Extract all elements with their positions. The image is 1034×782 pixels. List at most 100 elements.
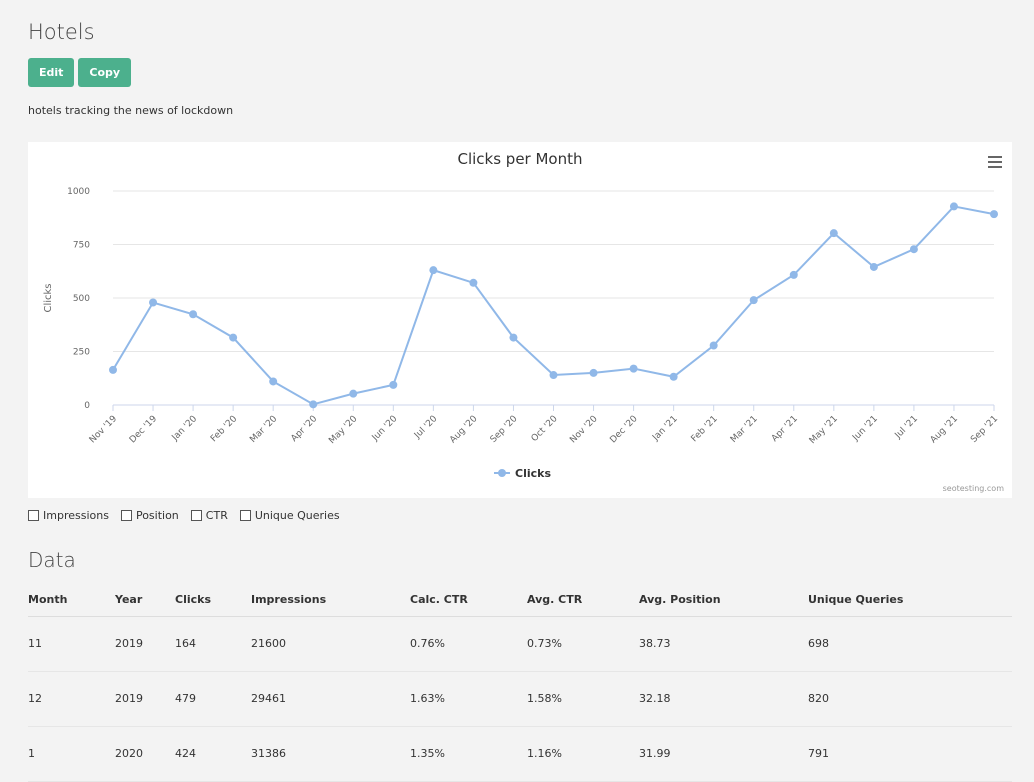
table-cell: 2020	[115, 726, 175, 782]
clicks-chart: Clicks per Month 0 250 500 750 1000 Clicks Nov …	[28, 142, 1012, 498]
data-point	[549, 371, 558, 380]
data-point	[149, 298, 158, 307]
table-cell: 1.16%	[527, 726, 639, 782]
x-tick-label: Dec '19	[128, 414, 159, 445]
project-description: hotels tracking the news of lockdown	[28, 104, 234, 117]
table-header-row: Month Year Clicks Impressions Calc. CTR Avg. …	[28, 584, 1012, 617]
checkbox[interactable]	[28, 510, 39, 521]
toggle-label: Impressions	[43, 509, 109, 522]
x-tick-label: Apr '21	[770, 414, 800, 444]
toggle-unique-queries[interactable]: Unique Queries	[239, 509, 340, 522]
x-tick-label: Mar '21	[729, 414, 760, 445]
table-cell: 1.35%	[410, 726, 527, 782]
table-cell: 791	[808, 726, 1012, 782]
table-row: 11 2019 164 21600 0.76% 0.73% 38.73 698	[28, 616, 1012, 672]
data-point	[789, 270, 798, 279]
checkbox[interactable]	[239, 510, 251, 521]
x-tick-label: Jan '20	[170, 414, 200, 444]
data-point	[990, 210, 998, 219]
checkbox[interactable]	[120, 510, 132, 521]
x-tick-label: Jul '21	[893, 414, 920, 441]
data-point	[269, 377, 278, 386]
data-point	[629, 364, 638, 373]
data-point	[349, 389, 358, 398]
data-point	[469, 278, 478, 287]
edit-button[interactable]: Edit	[28, 58, 75, 87]
column-header[interactable]: Calc. CTR	[410, 584, 527, 617]
data-point	[749, 296, 758, 305]
copy-button[interactable]: Copy	[78, 58, 132, 87]
data-table: Month Year Clicks Impressions Calc. CTR Avg. …	[28, 584, 1012, 782]
chart-title: Clicks per Month	[457, 150, 582, 168]
table-cell: 38.73	[639, 616, 808, 672]
action-buttons: Edit Copy	[28, 58, 132, 87]
table-cell: 12	[28, 671, 115, 727]
hamburger-menu-icon[interactable]	[988, 156, 1002, 168]
x-tick-label: Feb '20	[209, 414, 239, 444]
table-cell: 1.63%	[410, 671, 527, 727]
chart-svg: Clicks per Month 0 250 500 750 1000 Clicks Nov …	[43, 150, 1000, 480]
table-cell: 0.76%	[410, 616, 527, 672]
y-tick-label: 750	[73, 241, 90, 251]
y-tick-label: 1000	[67, 187, 90, 197]
column-header[interactable]: Month	[28, 584, 115, 617]
chart-credit[interactable]: seotesting.com	[942, 484, 1004, 493]
x-tick-label: Sep '21	[969, 414, 1000, 445]
x-tick-label: Dec '20	[608, 414, 639, 445]
data-point	[109, 365, 117, 374]
x-tick-label: May '21	[808, 414, 840, 446]
column-header[interactable]: Avg. CTR	[527, 584, 639, 617]
x-tick-label: Jun '20	[370, 414, 400, 444]
toggle-position[interactable]: Position	[120, 509, 179, 522]
toggle-label: Position	[135, 509, 179, 522]
data-section-title: Data	[28, 548, 76, 572]
toggle-impressions[interactable]: Impressions	[28, 509, 109, 522]
column-header[interactable]: Clicks	[175, 584, 251, 617]
table-cell: 164	[175, 616, 251, 672]
table-cell: 29461	[251, 671, 410, 727]
column-header[interactable]: Impressions	[251, 584, 410, 617]
x-tick-label: Jun '21	[850, 414, 880, 444]
data-point	[709, 341, 718, 350]
table-cell: 1.58%	[527, 671, 639, 727]
data-point	[309, 400, 318, 409]
x-tick-label: Jul '20	[412, 414, 440, 442]
table-cell: 1	[28, 726, 115, 782]
toggle-ctr[interactable]: CTR	[190, 509, 228, 522]
x-tick-label: Apr '20	[289, 414, 319, 444]
x-tick-label: Feb '21	[690, 414, 720, 444]
y-tick-label: 0	[84, 401, 90, 411]
table-cell: 0.73%	[527, 616, 639, 672]
table-row: 12 2019 479 29461 1.63% 1.58% 32.18 820	[28, 671, 1012, 727]
column-header[interactable]: Unique Queries	[808, 584, 1012, 617]
legend-marker	[498, 469, 506, 477]
x-tick-label: Sep '20	[489, 414, 520, 445]
legend-item-clicks: Clicks	[515, 467, 551, 480]
table-cell: 31386	[251, 726, 410, 782]
table-cell: 31.99	[639, 726, 808, 782]
checkbox[interactable]	[190, 510, 202, 521]
x-tick-label: Jan '21	[650, 414, 679, 443]
data-point	[429, 266, 438, 275]
table-cell: 32.18	[639, 671, 808, 727]
table-cell: 2019	[115, 671, 175, 727]
page-title: Hotels	[28, 20, 95, 44]
data-point	[509, 333, 518, 342]
table-cell: 21600	[251, 616, 410, 672]
metric-toggles: Impressions Position CTR Unique Queries	[28, 509, 340, 522]
table-cell: 698	[808, 616, 1012, 672]
x-tick-label: May '20	[327, 414, 359, 446]
table-cell: 11	[28, 616, 115, 672]
data-point	[229, 333, 238, 342]
table-cell: 2019	[115, 616, 175, 672]
table-cell: 820	[808, 671, 1012, 727]
x-tick-label: Oct '20	[530, 414, 560, 444]
x-tick-label: Nov '20	[568, 414, 600, 446]
y-axis-label: Clicks	[43, 283, 54, 312]
toggle-label: Unique Queries	[254, 509, 340, 522]
data-point	[189, 310, 198, 319]
column-header[interactable]: Avg. Position	[639, 584, 808, 617]
y-tick-label: 500	[73, 294, 90, 304]
column-header[interactable]: Year	[115, 584, 175, 617]
x-tick-label: Nov '19	[88, 414, 120, 446]
